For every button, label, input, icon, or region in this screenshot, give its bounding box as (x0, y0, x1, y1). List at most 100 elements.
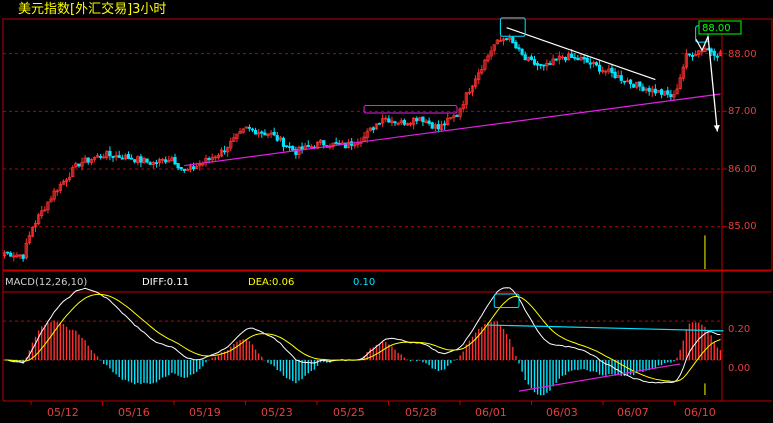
candle-body (182, 168, 186, 172)
last-price-label: 88.00 (702, 23, 731, 34)
x-label-0519: 05/19 (189, 406, 221, 419)
candle-body (532, 59, 537, 65)
candle-body (288, 146, 292, 148)
candle-body (464, 92, 468, 105)
candle-body (418, 117, 422, 121)
candle-body (604, 70, 608, 73)
candle-body (136, 156, 140, 164)
candle-body (207, 158, 211, 160)
candle-body (495, 39, 499, 45)
candle-body (421, 116, 425, 123)
candle-body (449, 117, 453, 119)
candle-body (405, 122, 410, 126)
candle-body (477, 72, 481, 80)
candle-body (148, 162, 152, 165)
macd-diff-line (4, 287, 721, 384)
candle-body (687, 53, 692, 56)
candle-body (99, 156, 103, 158)
candle-body (353, 144, 357, 147)
candle-body (92, 157, 97, 160)
candle-body (514, 42, 518, 49)
candle-body (83, 157, 87, 163)
candle-body (712, 50, 716, 56)
candle-body (511, 37, 515, 44)
candle-body (424, 120, 428, 123)
macd-value-label: 0.10 (353, 277, 375, 288)
candle-body (588, 62, 592, 65)
candle-body (632, 84, 636, 88)
candle-body (539, 64, 543, 66)
candle-body (684, 53, 688, 68)
candle-body (554, 58, 558, 61)
candle-body (157, 159, 162, 164)
candle-body (210, 157, 214, 161)
candle-body (474, 78, 478, 87)
candle-body (641, 86, 645, 91)
candle-body (232, 137, 236, 142)
candle-body (74, 163, 78, 168)
candle-body (415, 118, 419, 122)
candle-body (105, 151, 109, 158)
candle-body (173, 156, 177, 165)
annotation-box (499, 17, 526, 37)
candle-body (229, 140, 233, 149)
candle-body (622, 80, 626, 83)
candle-body (501, 38, 506, 41)
candle-body (452, 115, 456, 118)
candle-body (126, 154, 131, 159)
candle-body (68, 176, 72, 180)
candle-body (253, 130, 258, 135)
candle-body (346, 141, 351, 148)
candle-body (114, 155, 118, 158)
candle-body (257, 132, 261, 135)
candle-body (2, 252, 7, 257)
candle-body (272, 131, 276, 136)
candle-body (263, 132, 267, 136)
candle-body (591, 62, 595, 64)
candle-body (669, 94, 673, 98)
candle-body (123, 154, 128, 160)
candle-body (266, 134, 270, 136)
candle-body (260, 131, 264, 134)
candle-body (439, 124, 444, 131)
candle-body (576, 57, 580, 61)
macd-dea-line (4, 293, 721, 382)
candle-body (170, 157, 174, 161)
annotation-trendline (488, 324, 724, 332)
candle-body (269, 132, 273, 135)
candle-body (117, 155, 121, 158)
candle-body (433, 124, 437, 129)
candle-body (164, 159, 168, 163)
candle-body (213, 156, 217, 159)
candle-body (666, 90, 670, 95)
annotation-zigzag (695, 36, 709, 52)
candle-body (374, 123, 379, 130)
candle-body (467, 91, 472, 94)
candle-body (508, 36, 512, 40)
annotation-layer (184, 17, 724, 395)
candle-body (675, 88, 679, 95)
macd-tick-020: 0.20 (728, 324, 750, 335)
candle-body (275, 135, 279, 141)
candle-body (77, 163, 81, 167)
candle-body (185, 169, 189, 171)
candle-body (408, 123, 413, 125)
candle-body (95, 155, 100, 158)
candle-body (9, 252, 13, 257)
candle-body (216, 154, 220, 159)
candle-body (393, 121, 397, 124)
annotation-arrow-shaft (707, 36, 718, 132)
candle-body (536, 63, 540, 66)
candle-body (694, 54, 698, 57)
candle-body (219, 149, 224, 157)
candle-body (49, 198, 53, 202)
candle-body (71, 167, 75, 177)
candle-body (681, 66, 685, 79)
candle-body (517, 47, 521, 50)
annotation-box (363, 105, 458, 114)
candle-body (343, 142, 348, 149)
candle-body (27, 235, 31, 243)
candle-body (306, 144, 310, 148)
candle-body (247, 126, 251, 129)
x-label-0528: 05/28 (405, 406, 437, 419)
